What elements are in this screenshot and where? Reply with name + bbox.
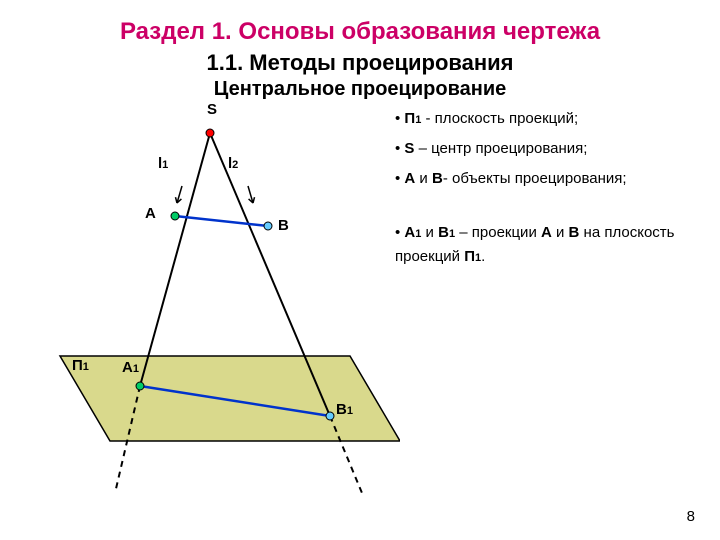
label-l1: l1 <box>158 155 168 172</box>
label-l2: l2 <box>228 155 238 172</box>
title-main: Раздел 1. Основы образования чертежа <box>0 0 720 46</box>
label-S: S <box>207 101 217 118</box>
title-sub2: Центральное проецирование <box>0 78 720 101</box>
legend: • П1 - плоскость проекций; • S – центр п… <box>395 101 705 275</box>
legend-item-2: • S – центр проецирования; <box>395 137 705 161</box>
label-A1: A1 <box>122 359 139 376</box>
label-P1: П1 <box>72 357 89 374</box>
label-B: B <box>278 217 289 234</box>
legend-item-4: • A1 и B1 – проекции A и B на плоскость … <box>395 221 705 269</box>
legend-item-3: • A и B- объекты проецирования; <box>395 167 705 191</box>
page-number: 8 <box>687 508 695 525</box>
label-A: A <box>145 205 156 222</box>
title-sub1: 1.1. Методы проецирования <box>0 50 720 76</box>
legend-item-1: • П1 - плоскость проекций; <box>395 107 705 131</box>
label-B1: B1 <box>336 401 353 418</box>
projection-diagram <box>0 101 400 501</box>
diagram-container: S l1 l2 A B A1 B1 П1 • П1 - плоскость пр… <box>0 101 720 501</box>
